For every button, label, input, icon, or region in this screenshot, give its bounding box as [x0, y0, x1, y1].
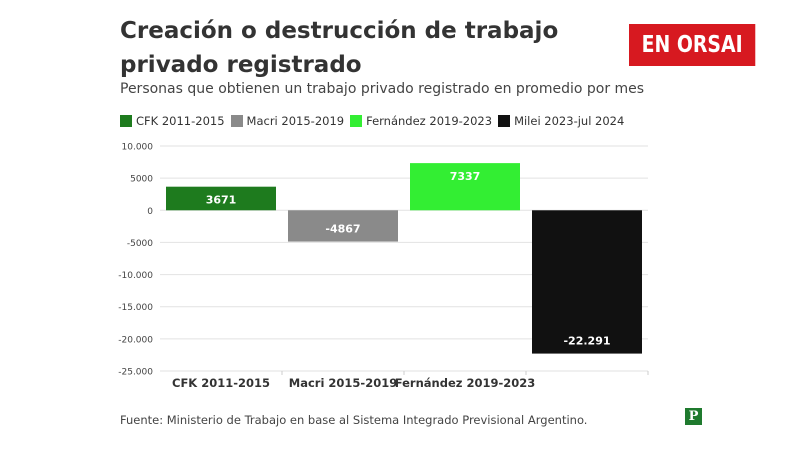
legend-item-macri: Macri 2015-2019	[230, 114, 345, 128]
chart-legend: CFK 2011-2015 Macri 2015-2019 Fernández …	[120, 114, 630, 128]
bar-1	[288, 210, 398, 242]
legend-item-milei: Milei 2023-jul 2024	[498, 114, 624, 128]
y-tick-label-5: -15.000	[118, 303, 153, 313]
bar-2	[410, 163, 520, 211]
bar-3	[532, 210, 642, 354]
x-tick-label-1: Macri 2015-2019	[289, 376, 397, 390]
data-label-2: 7337	[450, 170, 481, 183]
data-label-1: -4867	[325, 223, 360, 236]
y-tick-label-3: -5000	[127, 239, 153, 249]
data-label-0: 3671	[206, 194, 237, 207]
publisher-badge: P	[685, 408, 702, 425]
data-label-3: -22.291	[563, 335, 610, 348]
legend-swatch-fernandez	[350, 115, 363, 127]
y-tick-label-0: 10.000	[122, 143, 154, 153]
bar-0	[166, 186, 276, 211]
x-tick-label-0: CFK 2011-2015	[172, 376, 270, 390]
y-tick-label-6: -20.000	[118, 335, 153, 345]
legend-swatch-macri	[230, 115, 243, 127]
y-tick-label-7: -25.000	[118, 368, 153, 378]
chart-title: Creación o destrucción de trabajo privad…	[120, 18, 559, 78]
y-tick-label-2: 0	[147, 207, 153, 217]
legend-label-fernandez: Fernández 2019-2023	[366, 114, 493, 128]
chart-subtitle: Personas que obtienen un trabajo privado…	[120, 81, 645, 97]
y-tick-label-1: 5000	[130, 175, 153, 185]
legend-swatch-cfk	[120, 115, 132, 127]
x-tick-label-2: Fernández 2019-2023	[395, 376, 536, 390]
legend-label-macri: Macri 2015-2019	[246, 114, 345, 128]
legend-label-cfk: CFK 2011-2015	[136, 114, 225, 128]
y-tick-label-4: -10.000	[118, 271, 153, 281]
legend-swatch-milei	[498, 115, 511, 127]
legend-label-milei: Milei 2023-jul 2024	[514, 114, 625, 128]
legend-item-fernandez: Fernández 2019-2023	[350, 114, 492, 128]
source-note: Fuente: Ministerio de Trabajo en base al…	[120, 413, 588, 427]
legend-item-cfk: CFK 2011-2015	[120, 114, 225, 128]
en-orsai-logo: EN ORSAI	[629, 24, 756, 66]
